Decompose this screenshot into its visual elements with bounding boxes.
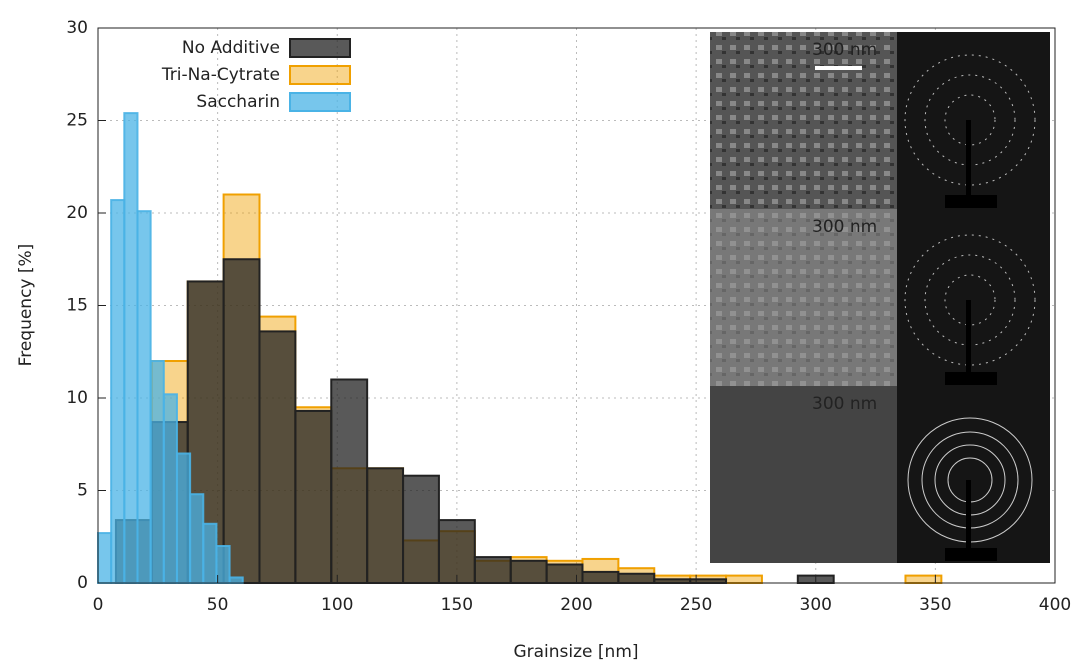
bar: [617, 572, 656, 584]
x-tick-label: 150: [441, 595, 473, 615]
legend-swatch: [289, 38, 351, 58]
beam-stop: [945, 120, 997, 561]
diffraction: [897, 32, 1050, 563]
bar: [222, 258, 261, 584]
legend-swatch: [289, 92, 351, 112]
bar: [110, 199, 126, 585]
scale-label: 300 nm: [812, 40, 877, 60]
bars: [97, 112, 943, 585]
bar: [136, 210, 152, 584]
y-tick-label: 20: [66, 203, 88, 223]
x-tick-label: 350: [919, 595, 951, 615]
x-tick-label: 50: [207, 595, 229, 615]
bar: [97, 532, 113, 584]
bar: [202, 522, 218, 584]
bar: [215, 545, 231, 584]
bar: [366, 467, 405, 584]
bar: [473, 556, 512, 584]
bar: [689, 578, 728, 584]
x-tick-label: 400: [1039, 595, 1071, 615]
tem-image: [710, 32, 897, 209]
bar: [904, 574, 943, 584]
legend-label: No Additive: [182, 38, 280, 58]
x-tick-label: 200: [560, 595, 592, 615]
bar: [123, 112, 139, 584]
tem-image: [710, 209, 897, 386]
x-tick-label: 300: [800, 595, 832, 615]
tem-image: [710, 386, 897, 563]
bar: [228, 576, 244, 585]
x-axis-label: Grainsize [nm]: [513, 642, 638, 662]
y-tick-label: 0: [77, 573, 88, 593]
x-tick-label: 250: [680, 595, 712, 615]
bar: [258, 330, 297, 584]
bar: [509, 559, 548, 584]
bar: [330, 378, 369, 584]
y-tick-label: 30: [66, 18, 88, 38]
legend-label: Tri-Na-Cytrate: [161, 65, 280, 85]
scale-label: 300 nm: [812, 217, 877, 237]
x-tick-label: 100: [321, 595, 353, 615]
x-tick-label: 0: [93, 595, 104, 615]
bar: [581, 570, 620, 585]
y-axis-label: Frequency [%]: [16, 244, 36, 367]
bar: [437, 519, 476, 584]
bar: [725, 574, 763, 584]
bar: [149, 360, 165, 584]
bar: [402, 474, 440, 585]
legend-label: Saccharin: [196, 92, 280, 112]
y-tick-label: 25: [66, 111, 88, 131]
y-tick-label: 10: [66, 388, 88, 408]
tem-inset: [710, 32, 1050, 563]
bar: [653, 578, 692, 584]
bar: [545, 563, 584, 584]
scale-label: 300 nm: [812, 394, 877, 414]
bar: [294, 409, 333, 585]
bar: [162, 393, 178, 584]
y-tick-label: 5: [77, 481, 88, 501]
bar: [189, 493, 205, 585]
bar: [175, 452, 192, 584]
y-tick-label: 15: [66, 296, 88, 316]
legend-swatch: [289, 65, 351, 85]
